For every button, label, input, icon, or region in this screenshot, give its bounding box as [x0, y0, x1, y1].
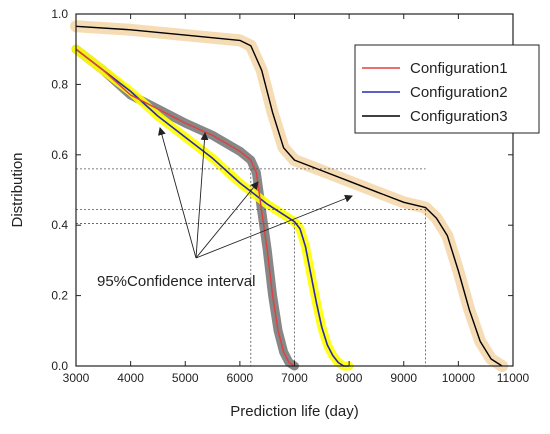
y-axis-title: Distribution [9, 152, 26, 227]
x-tick-label: 7000 [281, 371, 308, 385]
legend: Configuration1 Configuration2 Configuratio… [354, 44, 540, 134]
x-tick-label: 11000 [497, 371, 530, 385]
ticks: 3000 4000 5000 6000 7000 8000 9000 10000 11000 0.… [51, 7, 529, 385]
y-tick-label: 1.0 [51, 7, 68, 21]
legend-label-configuration2: Configuration2 [410, 84, 508, 101]
x-tick-label: 9000 [390, 371, 417, 385]
series-lines [75, 25, 503, 367]
reference-lines [76, 168, 427, 366]
legend-label-configuration1: Configuration1 [410, 60, 508, 77]
x-tick-label: 8000 [336, 371, 363, 385]
x-tick-label: 10000 [442, 371, 476, 385]
y-tick-label: 0.6 [51, 148, 68, 162]
annotation-arrow [195, 181, 259, 259]
x-tick-label: 3000 [63, 371, 90, 385]
x-tick-label: 4000 [117, 371, 144, 385]
legend-box [354, 44, 540, 134]
y-tick-label: 0.0 [51, 359, 68, 373]
annotation: 95%Confidence interval [97, 127, 353, 290]
x-tick-label: 6000 [227, 371, 254, 385]
x-tick-label: 5000 [172, 371, 199, 385]
annotation-text: 95%Confidence interval [97, 273, 255, 290]
y-tick-label: 0.4 [51, 218, 68, 232]
x-axis-title: Prediction life (day) [230, 403, 358, 420]
y-tick-label: 0.2 [51, 289, 68, 303]
line-configuration3 [75, 25, 503, 367]
annotation-arrow [158, 127, 197, 259]
y-tick-label: 0.8 [51, 77, 68, 91]
annotation-arrow [195, 132, 209, 259]
line-configuration1 [75, 48, 295, 367]
line-configuration2 [75, 48, 350, 367]
legend-label-configuration3: Configuration3 [410, 108, 508, 125]
band-configuration2 [71, 44, 354, 371]
annotation-arrow [195, 194, 353, 259]
